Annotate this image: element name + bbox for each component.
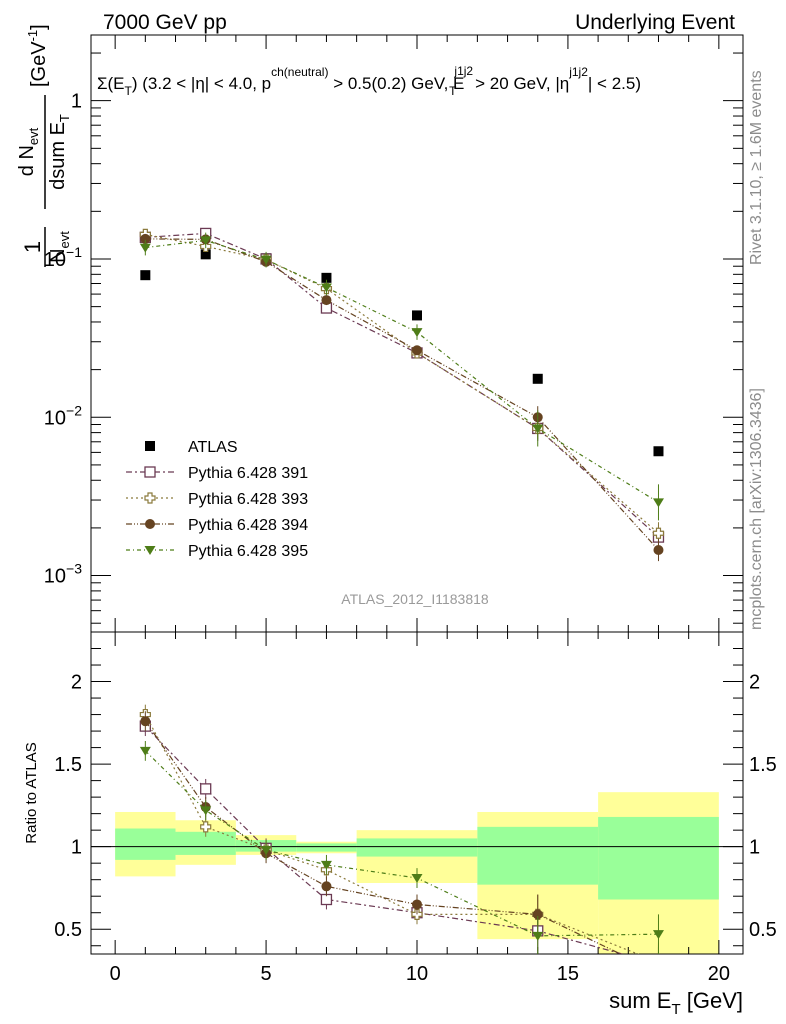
- legend-marker: [145, 519, 155, 529]
- ratio-plot-marks: [139, 704, 664, 977]
- plot-subtitle: Σ(ET) (3.2 < |η| < 4.0, pch(neutral) > 0…: [97, 64, 641, 98]
- ratio-marker-3: [200, 806, 212, 816]
- band-inner-bin: [356, 838, 478, 857]
- ratio-y-tick-label-right: 2: [749, 672, 760, 694]
- chart-title-left: 7000 GeV pp: [103, 11, 227, 34]
- ratio-marker-2: [532, 909, 543, 920]
- main-marker-4: [200, 236, 212, 246]
- band-inner-bin: [296, 843, 357, 852]
- svg-text:dsum ET: dsum ET: [47, 114, 72, 190]
- x-tick-label: 0: [110, 963, 121, 985]
- legend-label: Pythia 6.428 395: [188, 543, 308, 560]
- ratio-marker-2: [140, 716, 151, 727]
- svg-text:[GeV-1]: [GeV-1]: [25, 24, 50, 87]
- chart-title-right: Underlying Event: [575, 11, 735, 34]
- main-marker-0: [200, 249, 211, 260]
- main-plot-marks: [139, 227, 665, 562]
- ratio-marker-0: [200, 783, 212, 795]
- main-marker-0: [412, 310, 422, 321]
- ratio-marker-1: [653, 957, 663, 967]
- ratio-series-group: [139, 704, 664, 977]
- main-y-axis-label: 1 Nevt d Nevt dsum ET [GeV-1]: [16, 24, 72, 267]
- ratio-marker-3: [260, 845, 272, 855]
- ratio-marker-3: [139, 746, 151, 756]
- y-tick-label: 1: [71, 91, 82, 113]
- ratio-marker-2: [653, 967, 663, 977]
- x-tick-label: 15: [557, 963, 579, 985]
- x-axis-label: sum ET [GeV]: [609, 988, 743, 1018]
- ratio-y-tick-label: 1.5: [54, 754, 82, 776]
- main-marker-4: [260, 255, 272, 265]
- ratio-marker-3: [532, 931, 544, 941]
- main-marker-0: [653, 446, 664, 457]
- main-marker-4: [532, 424, 544, 434]
- band-inner-bin: [598, 816, 719, 900]
- axes: 0 5 10 15 20 10−3 10−2 10−1 1 0.5 0.5 1 1 1.5 1.5 2 2: [44, 35, 777, 985]
- ratio-y-tick-label-right: 1.5: [749, 754, 777, 776]
- main-marker-3: [140, 233, 151, 244]
- legend-label: ATLAS: [188, 439, 238, 456]
- main-marker-4: [139, 243, 151, 253]
- rivet-version-label: Rivet 3.1.10, ≥ 1.6M events: [748, 70, 765, 265]
- ratio-marker-3: [320, 860, 332, 870]
- svg-text:1: 1: [20, 241, 45, 253]
- main-marker-4: [652, 498, 664, 508]
- ratio-marker-2: [412, 899, 422, 910]
- legend-label: Pythia 6.428 393: [188, 491, 308, 508]
- legend-label: Pythia 6.428 394: [188, 517, 308, 534]
- main-marker-0: [532, 373, 543, 384]
- main-marker-4: [411, 328, 423, 338]
- band-inner-bin: [115, 828, 176, 860]
- legend: ATLAS Pythia 6.428 391 Pythia 6.428 393 Pyt…: [126, 439, 308, 560]
- band-inner-bin: [477, 826, 599, 885]
- ratio-y-tick-label-right: 1: [749, 837, 760, 859]
- ratio-y-tick-label: 2: [71, 672, 82, 694]
- y-tick-label: 10−2: [44, 402, 82, 429]
- main-marker-3: [321, 295, 332, 306]
- ratio-marker-3: [652, 930, 664, 940]
- series-line-2: [145, 233, 659, 534]
- main-marker-0: [140, 270, 151, 281]
- ratio-y-tick-label-right: 0.5: [749, 919, 777, 941]
- main-marker-0: [321, 272, 332, 283]
- legend-marker: [144, 546, 156, 555]
- series-line-4: [145, 239, 659, 503]
- ratio-y-tick-label: 0.5: [54, 919, 82, 941]
- legend-marker: [145, 441, 155, 451]
- ratio-marker-0: [653, 959, 663, 969]
- svg-text:d Nevt: d Nevt: [16, 127, 41, 176]
- svg-text:Nevt: Nevt: [47, 231, 72, 263]
- legend-label: Pythia 6.428 391: [188, 465, 308, 482]
- analysis-reference: ATLAS_2012_I1183818: [341, 591, 489, 607]
- ratio-marker-3: [411, 874, 423, 884]
- x-tick-label: 10: [406, 963, 428, 985]
- x-tick-label: 5: [261, 963, 272, 985]
- mcplots-label: mcplots.cern.ch [arXiv:1306.3436]: [748, 388, 765, 630]
- ratio-marker-2: [321, 881, 332, 892]
- main-marker-4: [320, 283, 332, 293]
- ratio-y-axis-label: Ratio to ATLAS: [23, 742, 40, 843]
- legend-marker: [144, 492, 156, 504]
- main-marker-2: [652, 527, 665, 539]
- y-tick-label: 10−1: [44, 244, 82, 271]
- ratio-marker-1: [200, 821, 212, 833]
- ratio-y-tick-label: 1: [71, 837, 82, 859]
- x-tick-label: 20: [708, 963, 730, 985]
- y-tick-label: 10−3: [44, 561, 82, 588]
- legend-marker: [144, 466, 156, 478]
- main-marker-3: [412, 345, 422, 356]
- main-marker-3: [653, 545, 664, 556]
- band-inner-bin: [175, 831, 236, 855]
